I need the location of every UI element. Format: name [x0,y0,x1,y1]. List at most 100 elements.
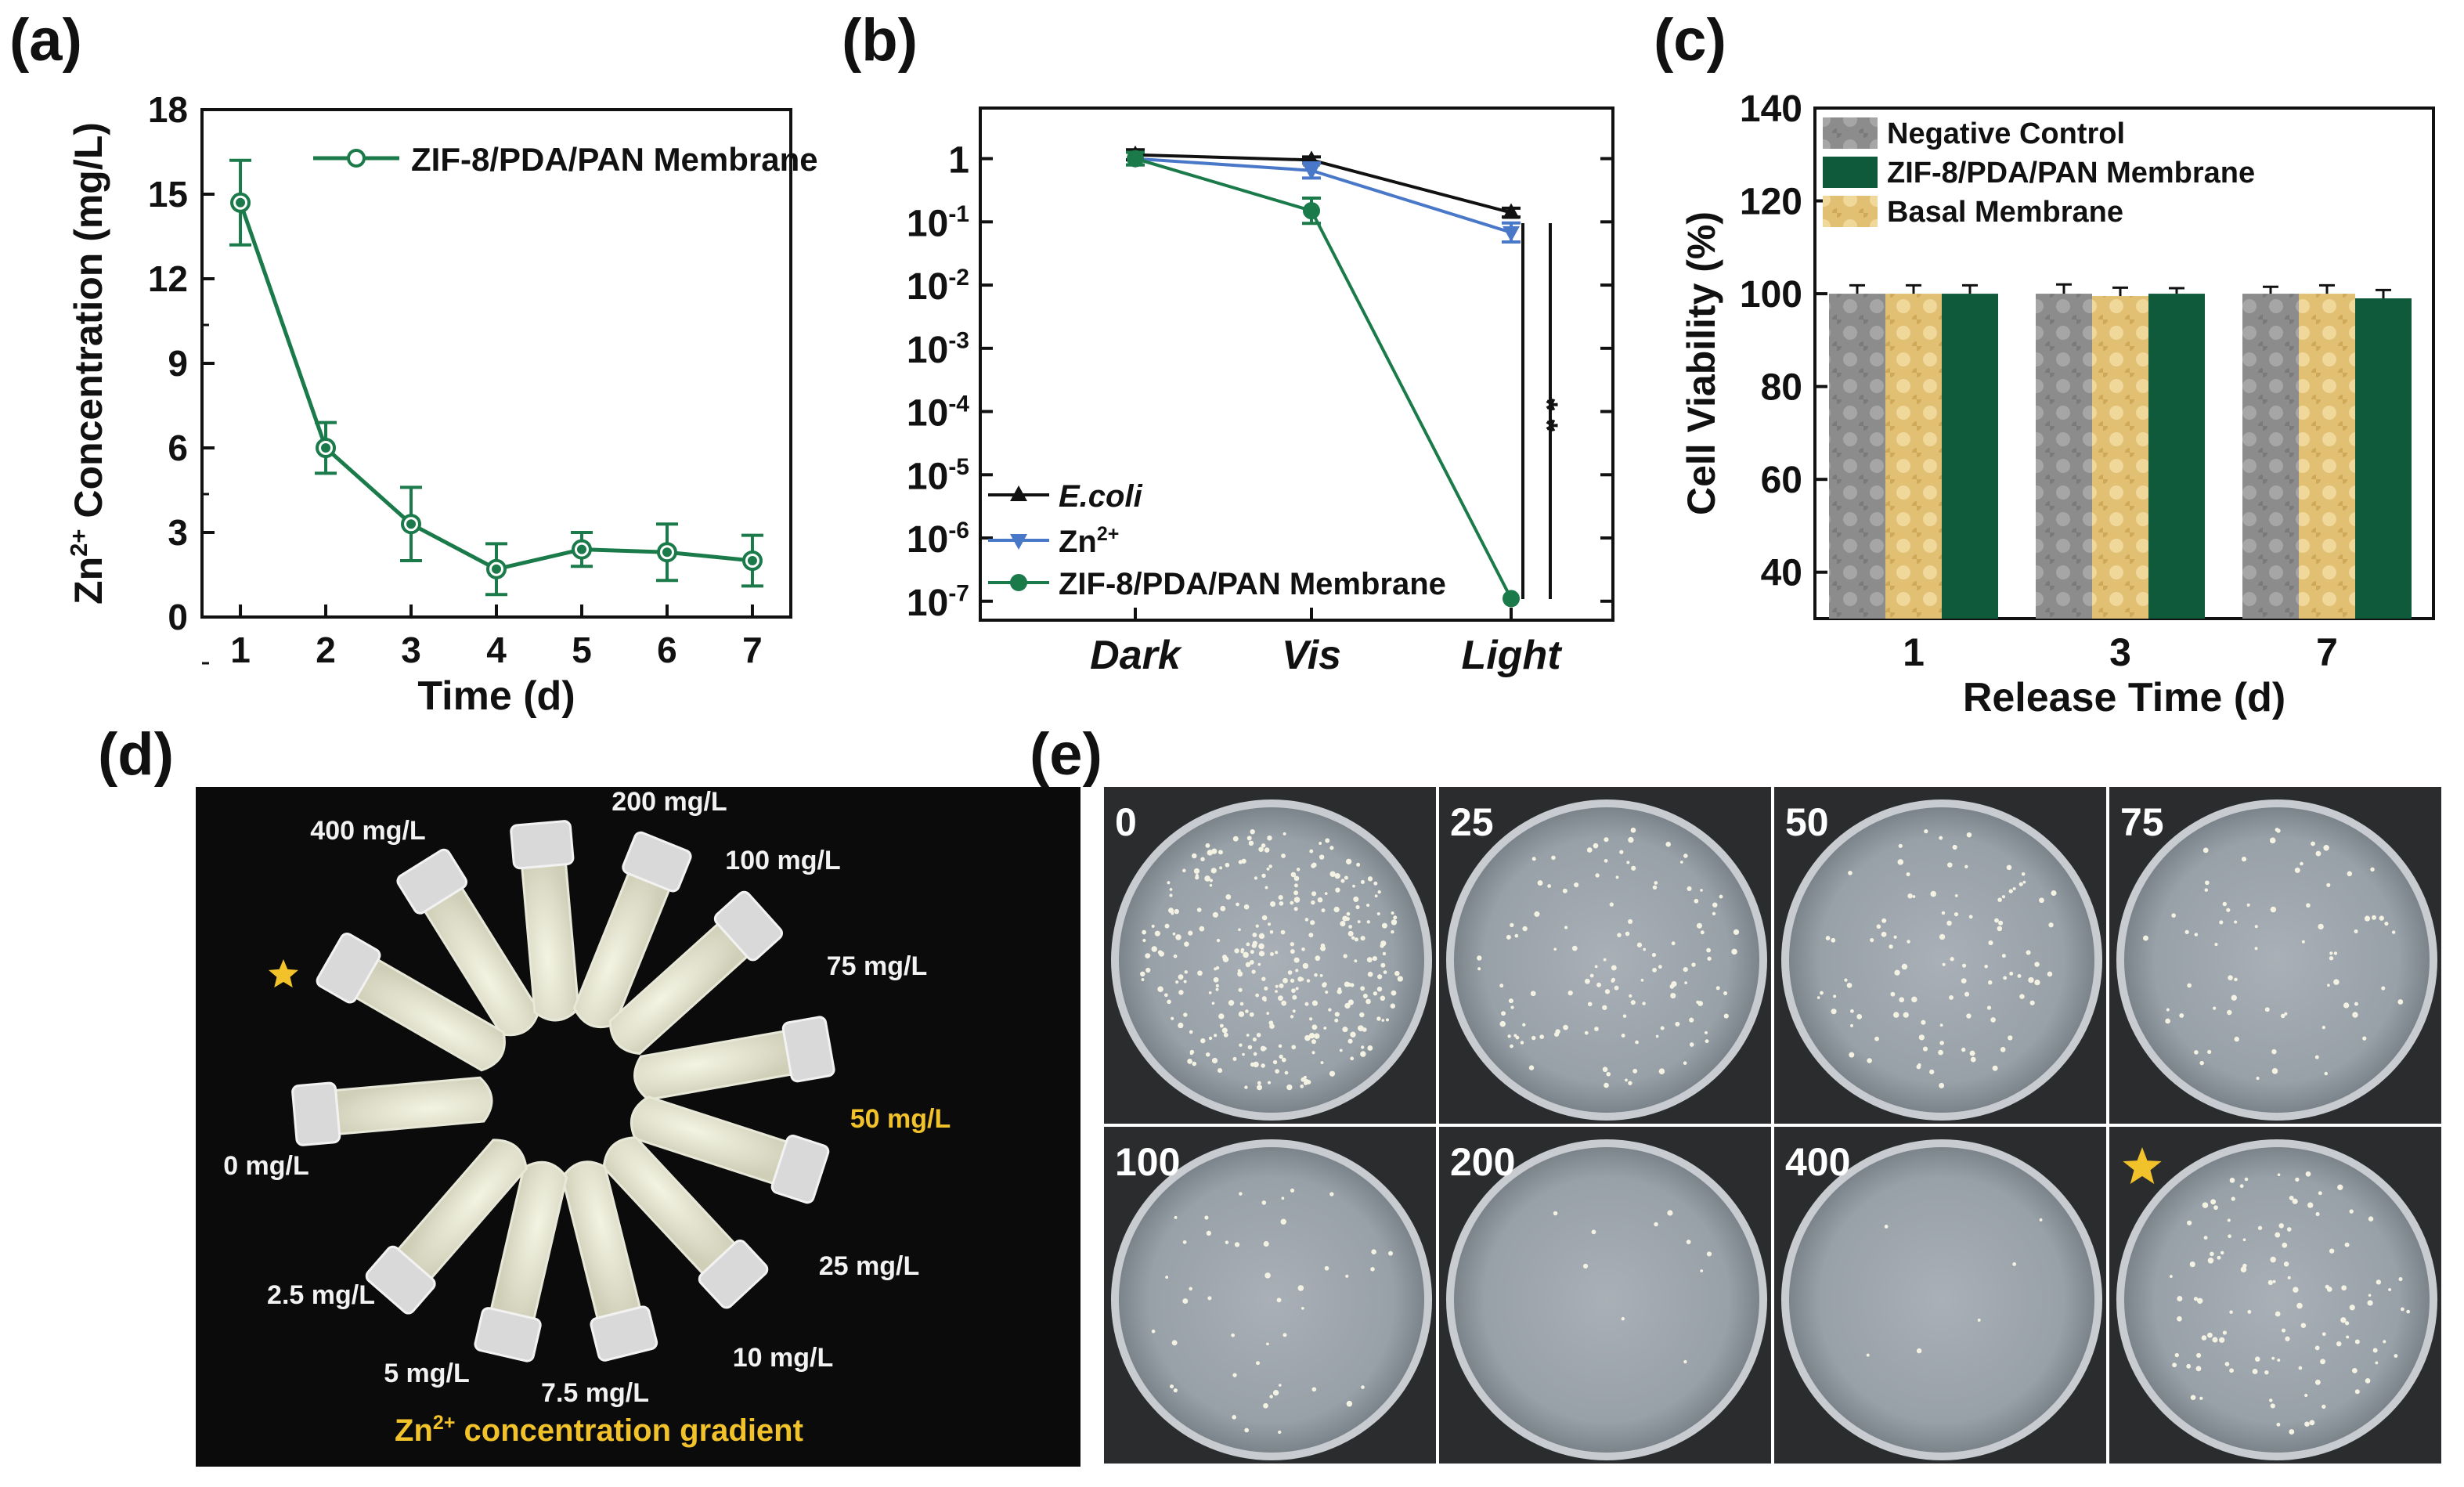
colony [1907,940,1910,944]
colony [1380,995,1386,1002]
colony [2300,861,2303,866]
colony [1513,1034,1517,1038]
colony [1221,1027,1228,1034]
colony [1876,924,1881,929]
colony [1617,933,1622,937]
colony [1279,1054,1283,1059]
colony [1966,1013,1972,1019]
tube-cap [781,1016,835,1083]
dish-agar [1119,807,1424,1113]
dish-label: 100 [1115,1140,1180,1184]
colony [2323,844,2329,851]
colony [1950,957,1954,962]
colony [1961,963,1967,968]
colony [1178,1022,1184,1029]
colony [2300,1323,2307,1329]
colony [1539,1034,1545,1039]
colony [2220,1251,2224,1255]
colony [1205,1052,1210,1057]
colony [1391,911,1394,915]
colony [2034,962,2040,967]
colony [2329,951,2333,955]
colony [1508,998,1513,1004]
colony [1628,836,1634,843]
colony [1252,1037,1257,1041]
colony [1211,1057,1218,1064]
colony [1522,1023,1526,1027]
colony [2196,1352,2202,1359]
colony [1251,969,1256,974]
colony [1954,893,1958,897]
colony [1848,871,1853,875]
colony [1376,974,1383,980]
colony [1723,991,1728,996]
colony [2293,1287,2299,1293]
colony [1189,1287,1192,1291]
colony [1275,990,1278,994]
colony [1293,890,1299,896]
colony [1643,947,1647,951]
colony [1293,897,1301,903]
colony [1239,1043,1243,1047]
panel-label-a: (a) [9,7,82,74]
x-tick-label: Vis [1282,633,1341,678]
colony [1238,928,1241,932]
colony [1501,1011,1506,1016]
colony [2364,915,2371,922]
colony [1301,1306,1304,1310]
colony [1184,970,1188,974]
colony [1261,976,1266,981]
colony [1319,973,1323,977]
colony [1358,1025,1364,1032]
colony [2352,1012,2358,1018]
colony [1220,905,1226,911]
colony [1658,1068,1665,1074]
panel-label-b: (b) [842,7,918,74]
colony [1922,1046,1928,1052]
colony [1912,895,1916,898]
colony [1731,948,1737,955]
bar [2242,294,2299,619]
colony [1689,1042,1694,1047]
series-line [238,201,753,572]
colony [1304,1002,1309,1006]
colony [1304,918,1309,922]
colony [1291,1045,1297,1050]
colony [1241,858,1246,864]
colony [1350,1031,1356,1038]
tube-cap [698,1239,769,1309]
tube-body [521,863,580,1022]
colony [1351,936,1355,940]
colony [1587,1002,1593,1007]
colony [1207,850,1214,856]
colony [1248,840,1254,846]
colony [1182,1240,1187,1244]
colony [2284,1012,2288,1016]
colony [1173,954,1178,958]
y-tick-label: 120 [1740,182,1802,223]
colony [2256,1077,2260,1081]
colony [1178,990,1184,995]
colony [1844,978,1848,982]
dish-agar [2124,1147,2430,1453]
bar [1885,294,1942,619]
colony [1277,995,1283,1002]
colony [1333,906,1340,913]
x-tick-label: 3 [401,630,421,670]
y-tick-label: 9 [168,343,188,384]
colony [2375,1361,2379,1365]
colony [1594,1027,1599,1031]
colony [2207,1257,2214,1264]
colony [2189,1261,2195,1268]
colony [2280,1013,2285,1019]
tube [608,890,784,1056]
colony [2326,882,2331,887]
colony [2282,1242,2288,1248]
colony [1302,962,1309,969]
colony [1680,861,1683,864]
colony [1604,1082,1609,1088]
tube-label: 2.5 mg/L [267,1280,375,1310]
colony [1898,843,1903,848]
tube-body [608,922,749,1056]
colony [1642,1002,1646,1005]
